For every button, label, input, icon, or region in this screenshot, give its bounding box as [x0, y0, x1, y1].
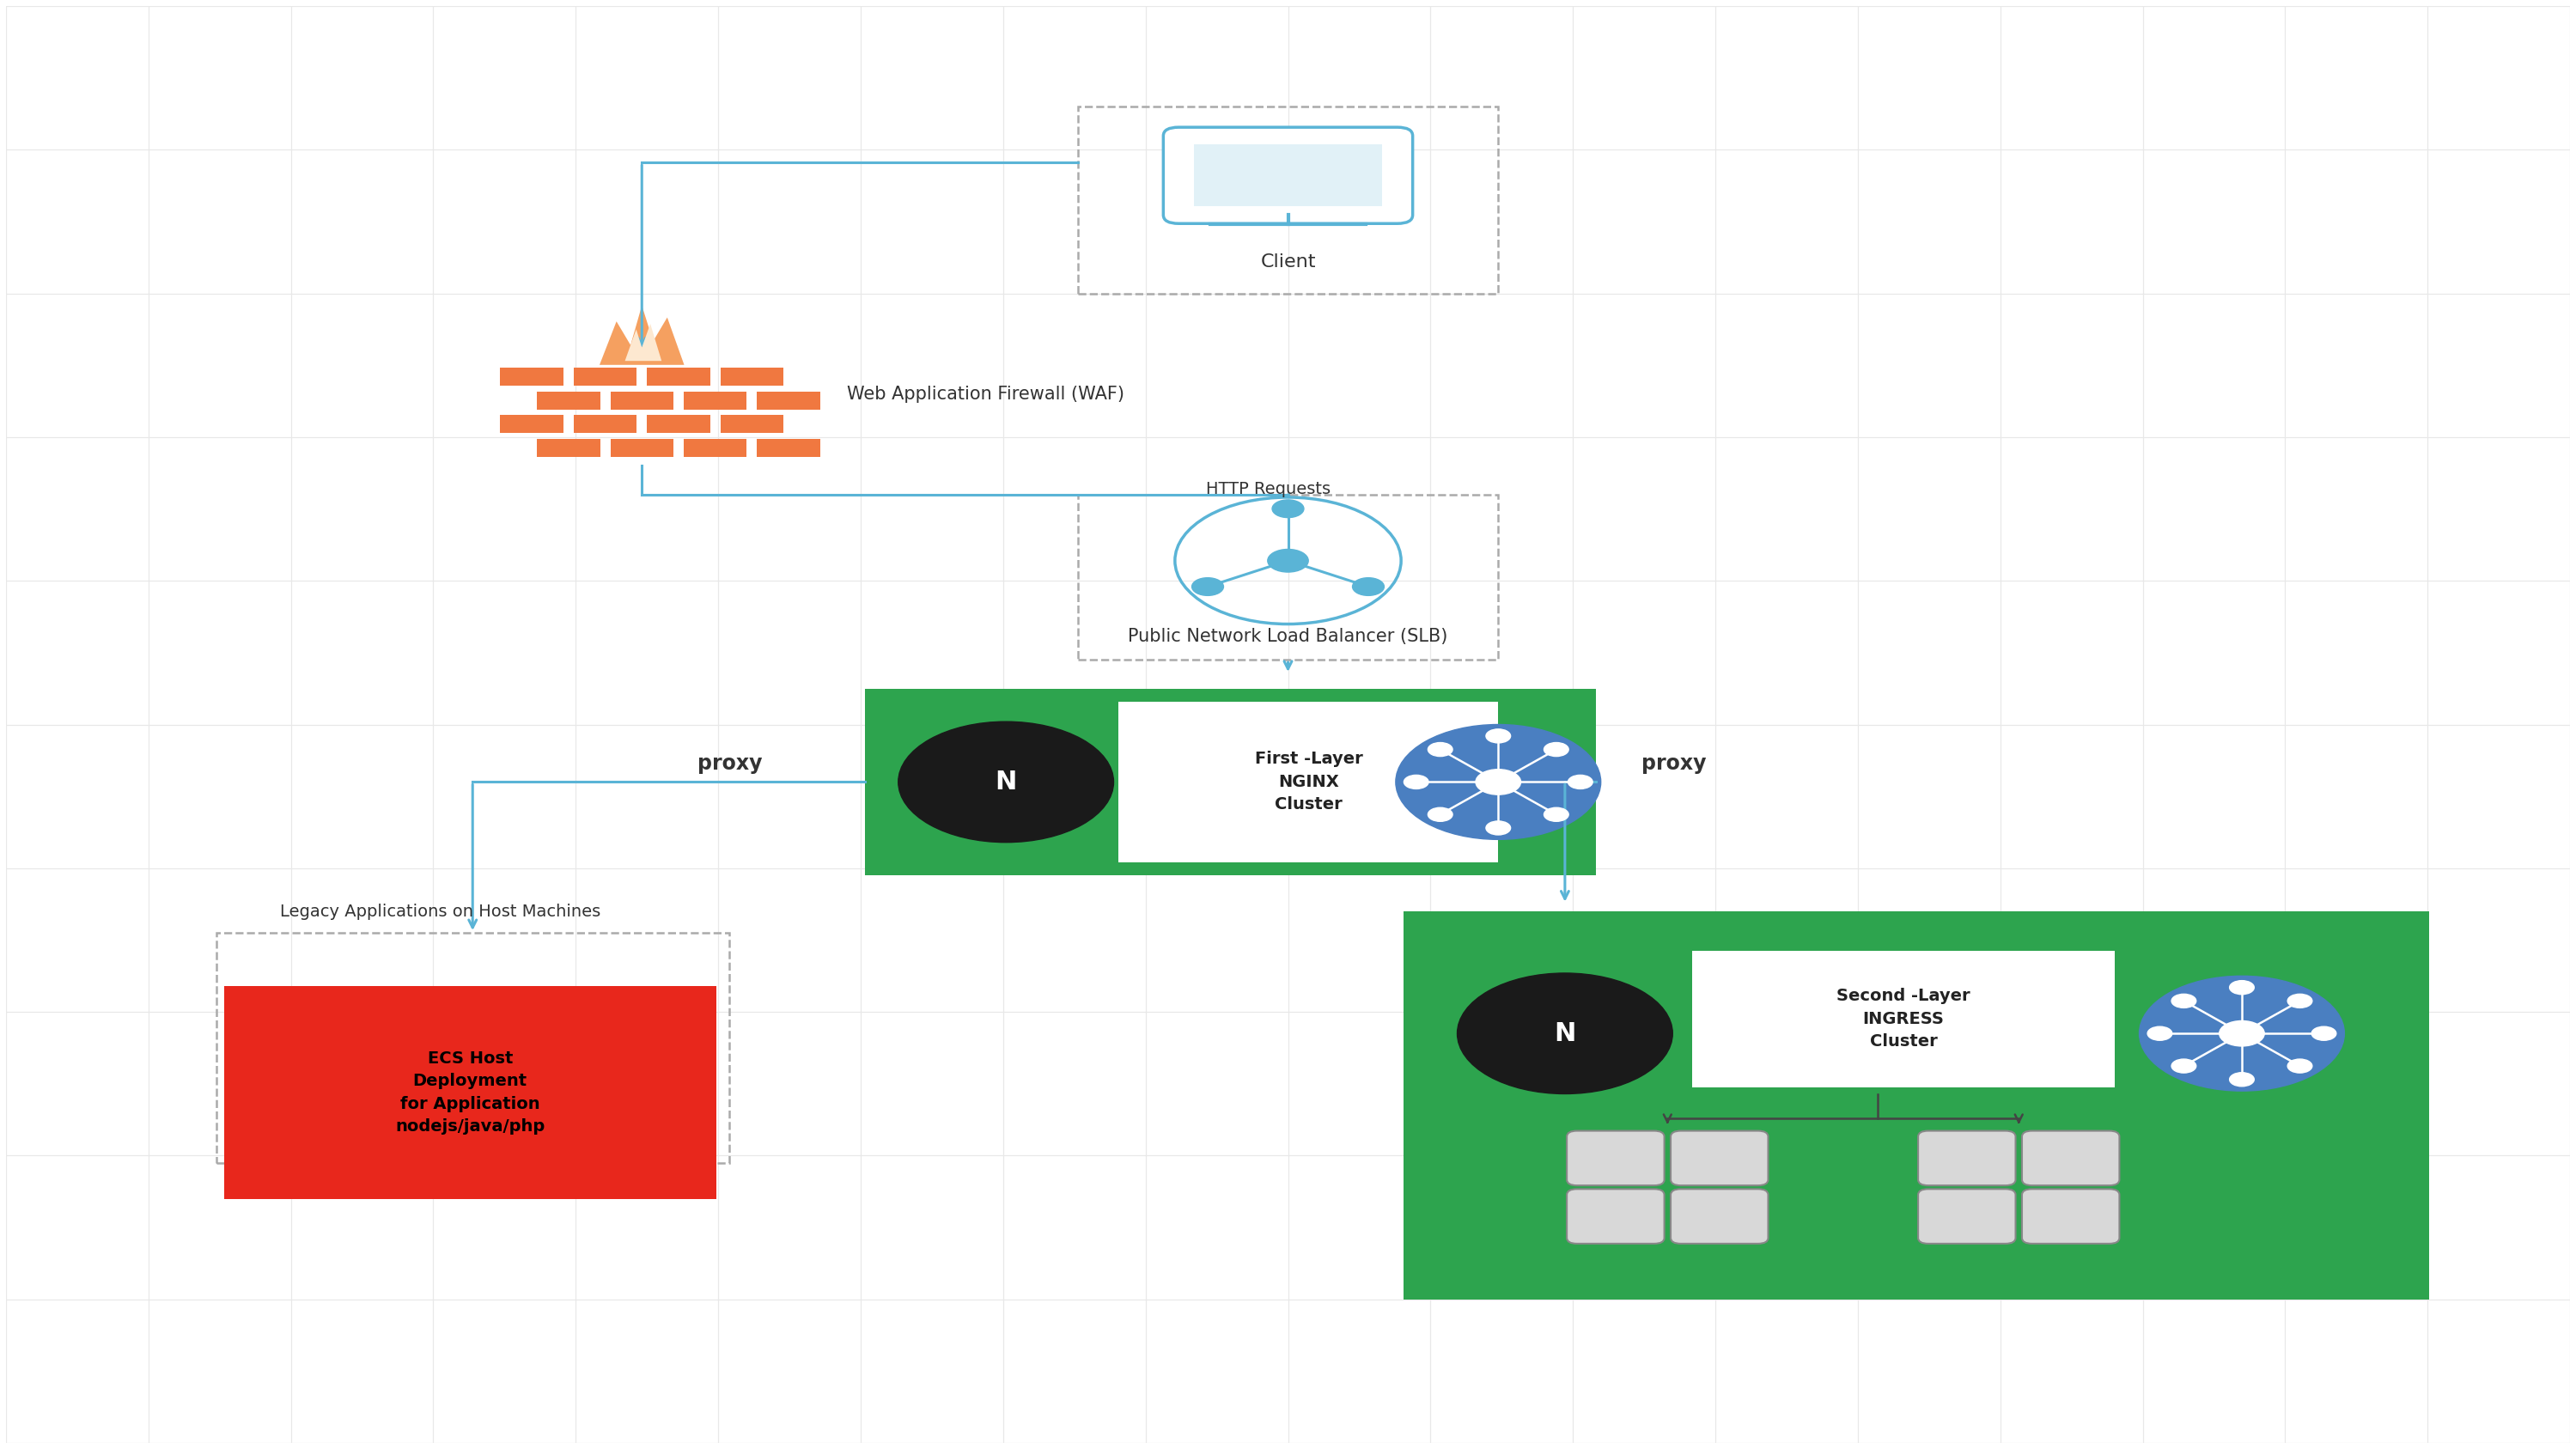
Circle shape	[1458, 974, 1672, 1094]
Circle shape	[1569, 775, 1592, 788]
Bar	[721, 368, 783, 385]
Circle shape	[1273, 500, 1303, 517]
Text: Client: Client	[1260, 254, 1316, 271]
Bar	[1195, 145, 1381, 206]
Circle shape	[1486, 729, 1510, 743]
Bar	[224, 987, 716, 1198]
Polygon shape	[600, 306, 685, 365]
Circle shape	[1396, 724, 1600, 839]
Bar	[683, 391, 747, 410]
Circle shape	[2287, 994, 2313, 1009]
Text: ECS Host
Deployment
for Application
nodejs/java/php: ECS Host Deployment for Application node…	[394, 1051, 546, 1135]
Text: N: N	[1553, 1022, 1577, 1046]
Text: Public Network Load Balancer (SLB): Public Network Load Balancer (SLB)	[1128, 629, 1448, 645]
Bar	[757, 391, 819, 410]
Bar	[611, 439, 672, 456]
Circle shape	[2228, 1072, 2254, 1087]
Bar	[574, 416, 636, 433]
Text: First -Layer
NGINX
Cluster: First -Layer NGINX Cluster	[1255, 751, 1363, 813]
Bar	[1077, 107, 1499, 293]
Bar	[1118, 701, 1499, 862]
FancyBboxPatch shape	[1164, 128, 1412, 223]
Circle shape	[1543, 742, 1569, 756]
Bar	[536, 391, 600, 410]
Text: Web Application Firewall (WAF): Web Application Firewall (WAF)	[848, 385, 1123, 403]
Polygon shape	[626, 323, 662, 361]
Circle shape	[899, 722, 1113, 842]
FancyBboxPatch shape	[1672, 1130, 1767, 1185]
Bar	[866, 688, 1595, 875]
Bar	[1077, 494, 1499, 659]
Text: Second -Layer
INGRESS
Cluster: Second -Layer INGRESS Cluster	[1837, 988, 1971, 1051]
Bar	[574, 368, 636, 385]
FancyBboxPatch shape	[1919, 1130, 2014, 1185]
Bar	[1404, 911, 2429, 1300]
Text: Legacy Applications on Host Machines: Legacy Applications on Host Machines	[281, 903, 600, 920]
Circle shape	[2311, 1026, 2336, 1040]
Circle shape	[1476, 769, 1520, 794]
FancyBboxPatch shape	[2022, 1190, 2120, 1243]
Bar	[721, 416, 783, 433]
Circle shape	[1352, 578, 1383, 596]
Text: N: N	[994, 769, 1018, 794]
Circle shape	[2287, 1059, 2313, 1072]
Circle shape	[2172, 994, 2197, 1009]
FancyBboxPatch shape	[1566, 1190, 1664, 1243]
Circle shape	[1404, 775, 1430, 788]
Text: proxy: proxy	[1641, 753, 1708, 774]
Bar	[683, 439, 747, 456]
FancyBboxPatch shape	[2022, 1130, 2120, 1185]
FancyBboxPatch shape	[1919, 1190, 2014, 1243]
Circle shape	[1427, 742, 1453, 756]
FancyBboxPatch shape	[1566, 1130, 1664, 1185]
Circle shape	[1193, 578, 1224, 596]
Circle shape	[1486, 822, 1510, 835]
Circle shape	[2221, 1022, 2264, 1046]
Circle shape	[2138, 977, 2344, 1091]
Circle shape	[2148, 1026, 2172, 1040]
Bar	[757, 439, 819, 456]
Bar	[500, 416, 564, 433]
Text: HTTP Requests: HTTP Requests	[1206, 481, 1332, 497]
Bar	[536, 439, 600, 456]
Circle shape	[1543, 807, 1569, 822]
Bar	[611, 391, 672, 410]
Bar	[1692, 951, 2115, 1087]
Bar	[216, 933, 729, 1162]
Circle shape	[1267, 549, 1309, 572]
Bar	[647, 368, 711, 385]
FancyBboxPatch shape	[1672, 1190, 1767, 1243]
Circle shape	[2228, 981, 2254, 994]
Circle shape	[1427, 807, 1453, 822]
Circle shape	[2172, 1059, 2197, 1072]
Bar	[500, 368, 564, 385]
Text: proxy: proxy	[698, 753, 762, 774]
Bar	[647, 416, 711, 433]
